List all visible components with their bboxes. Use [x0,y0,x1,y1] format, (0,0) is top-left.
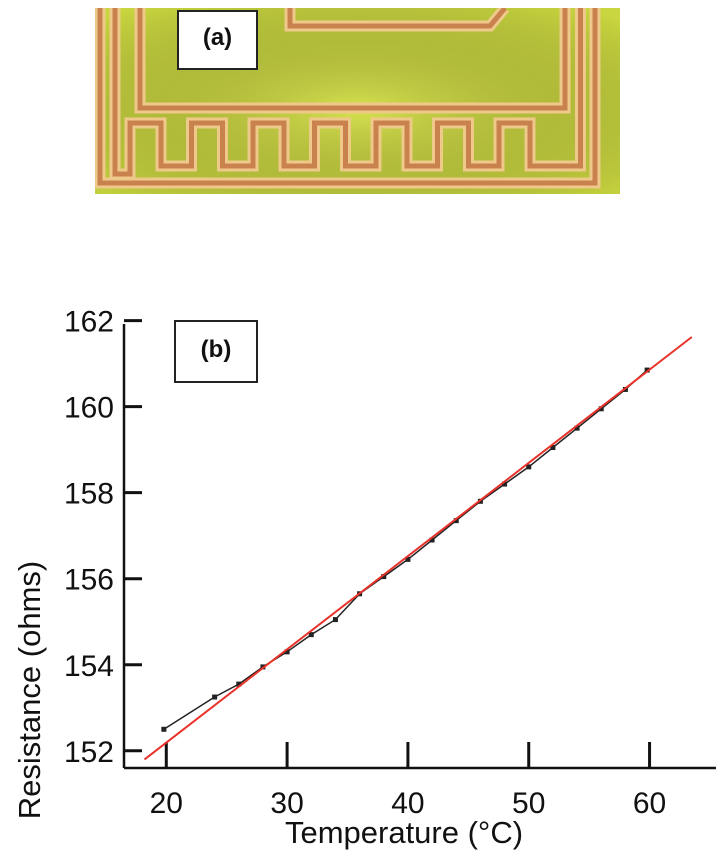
y-tick-label-154: 154 [64,650,114,683]
tick-labels: 20 30 40 50 60 152 154 156 158 160 162 [64,306,666,820]
data-point [502,481,508,487]
data-point [236,681,242,687]
series-line-1 [143,336,693,761]
x-tick-label-40: 40 [391,787,424,820]
data-point [598,406,604,412]
sensor-photo [95,8,620,194]
x-tick-label-20: 20 [150,787,183,820]
data-point [429,537,435,543]
data-point [308,632,314,638]
y-tick-label-160: 160 [64,392,114,425]
y-tick-label-162: 162 [64,306,114,339]
x-tick-label-60: 60 [633,787,666,820]
data-point [405,556,411,562]
data-point [550,445,556,451]
data-point [284,649,290,655]
data-point [161,726,167,732]
x-tick-label-50: 50 [512,787,545,820]
panel-label-a: (a) [177,10,258,70]
series-line-0 [163,369,648,730]
trace-line-0 [97,8,598,186]
y-axis-label: Resistance (ohms) [12,561,47,819]
y-tick-label-156: 156 [64,564,114,597]
panel-label-b: (b) [174,320,258,383]
data-point [212,694,218,700]
axes [122,319,716,770]
data-point [574,425,580,431]
data-point [644,367,650,373]
data-point [453,518,459,524]
trace-line-1 [112,8,583,177]
y-tick-label-152: 152 [64,736,114,769]
serpentine-trace-image [95,8,620,194]
y-tick-label-158: 158 [64,478,114,511]
resistance-temperature-chart: 20 30 40 50 60 152 154 156 158 160 162 Temperature… [12,306,716,850]
data-point [381,574,387,580]
data-point [526,464,532,470]
trace-line-2 [137,8,568,111]
data-point [332,617,338,623]
x-axis-label: Temperature (°C) [285,815,523,850]
series-layer [143,336,693,761]
x-tick-label-30: 30 [270,787,303,820]
trace-line-3 [287,8,507,29]
